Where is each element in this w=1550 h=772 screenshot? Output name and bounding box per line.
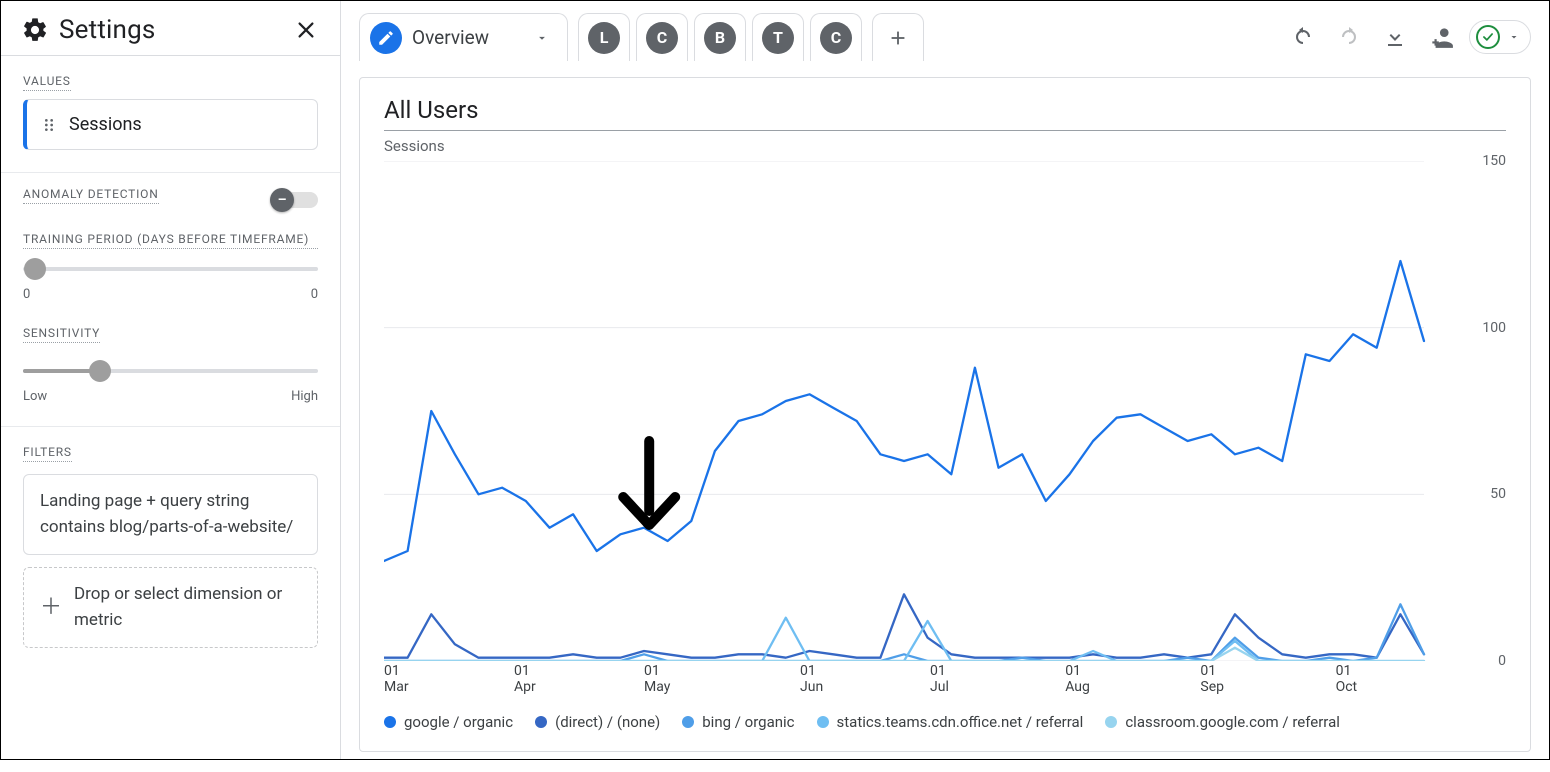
annotation-arrow-icon [623,441,675,525]
drag-handle-icon [41,117,57,133]
plus-icon: ＋ [40,591,62,624]
legend-item[interactable]: statics.teams.cdn.office.net / referral [817,713,1084,731]
chart-title: All Users [384,96,1506,131]
filter-chip[interactable]: Landing page + query string contains blo… [23,474,318,555]
x-axis-tick: 01 Jun [800,663,823,695]
x-axis-tick: 01 May [644,663,670,695]
filter-chip-text: Landing page + query string contains blo… [40,491,293,537]
legend-item[interactable]: classroom.google.com / referral [1105,713,1340,731]
filter-dropzone[interactable]: ＋ Drop or select dimension or metric [23,567,318,648]
add-tab-button[interactable] [872,13,924,61]
values-section-label: VALUES [23,74,71,91]
mini-tab-badge: L [588,22,620,54]
legend-item[interactable]: google / organic [384,713,513,731]
download-icon [1383,25,1407,49]
y-axis-tick: 50 [1490,486,1506,502]
plus-icon [887,27,909,49]
share-button[interactable] [1423,19,1459,55]
x-axis-tick: 01 Jul [930,663,949,695]
anomaly-section-label: ANOMALY DETECTION [23,187,159,204]
series-line [384,604,1424,661]
filters-section-label: FILTERS [23,445,72,462]
mini-tab-badge: C [646,22,678,54]
y-axis-tick: 150 [1482,153,1506,169]
training-slider[interactable] [23,259,318,279]
mini-tab-badge: C [820,22,852,54]
mini-tab-2[interactable]: B [694,13,746,61]
legend-item[interactable]: (direct) / (none) [535,713,660,731]
anomaly-toggle[interactable] [270,188,318,212]
mini-tab-3[interactable]: T [752,13,804,61]
pencil-icon [370,22,402,54]
check-circle-icon [1476,25,1500,49]
mini-tab-0[interactable]: L [578,13,630,61]
topbar: Overview LCBTC [341,1,1549,73]
value-chip-sessions[interactable]: Sessions [23,99,318,150]
legend-swatch [682,716,694,728]
undo-button[interactable] [1285,19,1321,55]
training-slider-min: 0 [23,287,30,302]
tab-overview[interactable]: Overview [359,13,568,61]
legend-item[interactable]: bing / organic [682,713,794,731]
x-axis-tick: 01 Mar [384,663,409,695]
filter-drop-text: Drop or select dimension or metric [74,582,301,633]
legend-swatch [817,716,829,728]
undo-icon [1291,25,1315,49]
series-line [384,594,1424,657]
legend-swatch [384,716,396,728]
mini-tab-badge: B [704,22,736,54]
mini-tab-1[interactable]: C [636,13,688,61]
close-settings-button[interactable] [292,16,320,44]
x-axis-tick: 01 Aug [1065,663,1090,695]
x-axis-tick: 01 Sep [1200,663,1224,695]
mini-tab-badge: T [762,22,794,54]
training-slider-max: 0 [311,287,318,302]
redo-icon [1337,25,1361,49]
close-icon [295,19,317,41]
settings-sidebar: Settings VALUES Sessions ANOMALY DETECTI… [1,1,341,759]
training-section-label: TRAINING PERIOD (DAYS BEFORE TIMEFRAME) [23,232,318,249]
download-button[interactable] [1377,19,1413,55]
status-pill[interactable] [1469,20,1531,54]
chart-subtitle: Sessions [384,137,1506,155]
line-chart[interactable]: 05010015001 Mar01 Apr01 May01 Jun01 Jul0… [384,161,1506,731]
tab-overview-label: Overview [412,26,489,49]
y-axis-tick: 0 [1498,653,1506,669]
settings-title: Settings [59,15,156,45]
y-axis-tick: 100 [1482,320,1506,336]
legend-label: (direct) / (none) [555,713,660,731]
sensitivity-slider[interactable] [23,361,318,381]
legend-label: bing / organic [702,713,794,731]
value-chip-label: Sessions [69,114,142,135]
chart-legend: google / organic (direct) / (none) bing / … [384,713,1506,731]
series-line [384,261,1424,561]
chart-card: All Users Sessions 0 50 100 150 01 Mar 01 Apr… [359,77,1531,752]
redo-button[interactable] [1331,19,1367,55]
sensitivity-high-label: High [291,389,318,404]
legend-label: google / organic [404,713,513,731]
gear-icon [21,16,49,44]
legend-label: classroom.google.com / referral [1125,713,1340,731]
x-axis-tick: 01 Oct [1336,663,1358,695]
legend-swatch [1105,716,1117,728]
legend-label: statics.teams.cdn.office.net / referral [837,713,1084,731]
chevron-down-icon[interactable] [535,31,549,45]
chevron-down-icon [1508,31,1520,43]
sensitivity-section-label: SENSITIVITY [23,326,100,343]
mini-tab-4[interactable]: C [810,13,862,61]
x-axis-tick: 01 Apr [514,663,536,695]
person-add-icon [1428,24,1454,50]
sensitivity-low-label: Low [23,389,47,404]
legend-swatch [535,716,547,728]
